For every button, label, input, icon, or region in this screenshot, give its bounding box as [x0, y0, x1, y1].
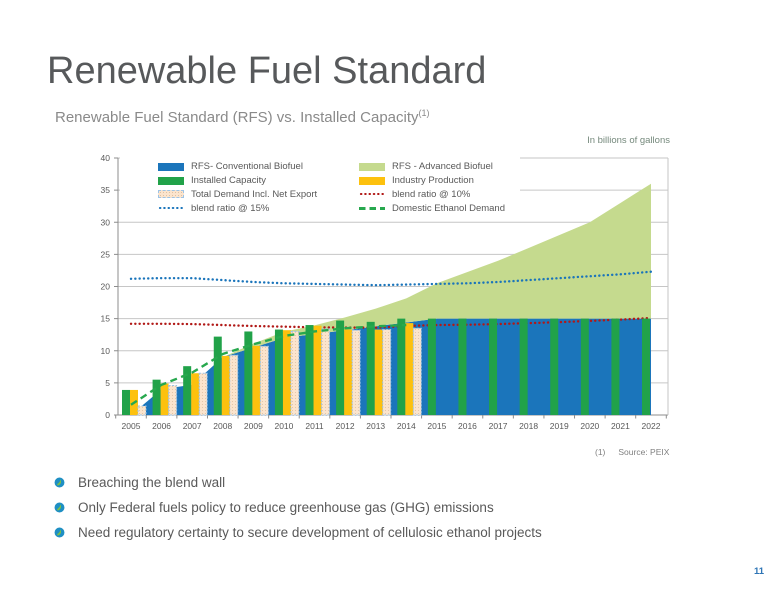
footnote-marker: (1)	[595, 447, 606, 457]
svg-text:2020: 2020	[580, 421, 599, 431]
legend-item-domestic-demand: Domestic Ethanol Demand	[359, 201, 520, 215]
blue-bar-swatch-icon	[158, 162, 184, 171]
bullet-text: Breaching the blend wall	[78, 475, 226, 490]
svg-text:2016: 2016	[458, 421, 477, 431]
svg-text:10: 10	[101, 346, 111, 356]
svg-text:2011: 2011	[305, 421, 324, 431]
legend-label: RFS- Conventional Biofuel	[191, 161, 303, 173]
svg-text:2019: 2019	[550, 421, 569, 431]
legend-label: RFS - Advanced Biofuel	[392, 161, 493, 173]
svg-text:25: 25	[101, 249, 111, 259]
bullet-text: Need regulatory certainty to secure deve…	[78, 525, 542, 540]
svg-text:15: 15	[101, 314, 111, 324]
company-logo-bullet-icon	[54, 502, 65, 513]
svg-text:0: 0	[105, 410, 110, 420]
legend-column-left: RFS- Conventional Biofuel Installed Capa…	[158, 160, 359, 215]
legend-item-industry-production: Industry Production	[359, 174, 520, 188]
page-title: Renewable Fuel Standard	[47, 50, 487, 92]
red-dotted-line-swatch-icon	[359, 190, 385, 199]
tan-pattern-swatch-icon	[158, 190, 184, 199]
svg-text:40: 40	[101, 153, 111, 163]
legend-item-total-demand: Total Demand Incl. Net Export	[158, 188, 359, 202]
rfs-chart-plot: 0 5 10 15 20 25 30 35 40 2005 2006 2007 2008 2009 2010…	[101, 153, 669, 431]
legend-label: blend ratio @ 15%	[191, 202, 270, 214]
svg-text:35: 35	[101, 185, 111, 195]
svg-text:2007: 2007	[183, 421, 202, 431]
svg-text:2022: 2022	[642, 421, 661, 431]
list-item: Breaching the blend wall	[54, 470, 542, 495]
legend-item-blend-10: blend ratio @ 10%	[359, 188, 520, 202]
source-footnote: (1) Source: PEIX	[595, 447, 669, 457]
legend-item-installed-capacity: Installed Capacity	[158, 174, 359, 188]
svg-text:2013: 2013	[366, 421, 385, 431]
svg-text:2012: 2012	[336, 421, 355, 431]
rfs-chart: 0 5 10 15 20 25 30 35 40 2005 2006 2007 2008 2009 2010…	[90, 148, 730, 453]
chart-title: Renewable Fuel Standard (RFS) vs. Instal…	[55, 108, 430, 126]
svg-text:20: 20	[101, 282, 111, 292]
svg-text:2009: 2009	[244, 421, 263, 431]
svg-text:2018: 2018	[519, 421, 538, 431]
blue-dotted-line-swatch-icon	[158, 204, 184, 213]
chart-title-text: Renewable Fuel Standard (RFS) vs. Instal…	[55, 109, 419, 126]
legend-label: Installed Capacity	[191, 175, 266, 187]
list-item: Only Federal fuels policy to reduce gree…	[54, 495, 542, 520]
chart-title-footnote-marker: (1)	[418, 108, 430, 118]
bullet-list: Breaching the blend wall Only Federal fu…	[54, 470, 542, 545]
company-logo-bullet-icon	[54, 477, 65, 488]
legend-item-blend-15: blend ratio @ 15%	[158, 201, 359, 215]
footnote-text: Source: PEIX	[618, 447, 670, 457]
svg-text:5: 5	[105, 378, 110, 388]
bullet-text: Only Federal fuels policy to reduce gree…	[78, 500, 494, 515]
svg-text:2008: 2008	[213, 421, 232, 431]
lightgreen-area-swatch-icon	[359, 162, 385, 171]
svg-text:2017: 2017	[489, 421, 508, 431]
green-dashed-line-swatch-icon	[359, 206, 385, 211]
green-bar-swatch-icon	[158, 176, 184, 185]
company-logo-bullet-icon	[54, 527, 65, 538]
page-number: 11	[753, 566, 764, 577]
svg-text:2010: 2010	[274, 421, 293, 431]
legend-label: Industry Production	[392, 175, 474, 187]
legend-label: Total Demand Incl. Net Export	[191, 188, 318, 200]
yellow-bar-swatch-icon	[359, 176, 385, 185]
svg-text:2005: 2005	[122, 421, 141, 431]
chart-legend: RFS- Conventional Biofuel Installed Capa…	[120, 157, 520, 220]
legend-label: Domestic Ethanol Demand	[392, 202, 505, 214]
svg-text:2006: 2006	[152, 421, 171, 431]
legend-label: blend ratio @ 10%	[392, 188, 471, 200]
svg-text:2014: 2014	[397, 421, 416, 431]
svg-text:2021: 2021	[611, 421, 630, 431]
units-label: In billions of gallons	[587, 135, 670, 146]
legend-item-rfs-advanced: RFS - Advanced Biofuel	[359, 160, 520, 174]
svg-text:30: 30	[101, 217, 111, 227]
svg-text:2015: 2015	[427, 421, 446, 431]
legend-item-rfs-conventional: RFS- Conventional Biofuel	[158, 160, 359, 174]
list-item: Need regulatory certainty to secure deve…	[54, 520, 542, 545]
legend-column-right: RFS - Advanced Biofuel Industry Producti…	[359, 160, 520, 215]
